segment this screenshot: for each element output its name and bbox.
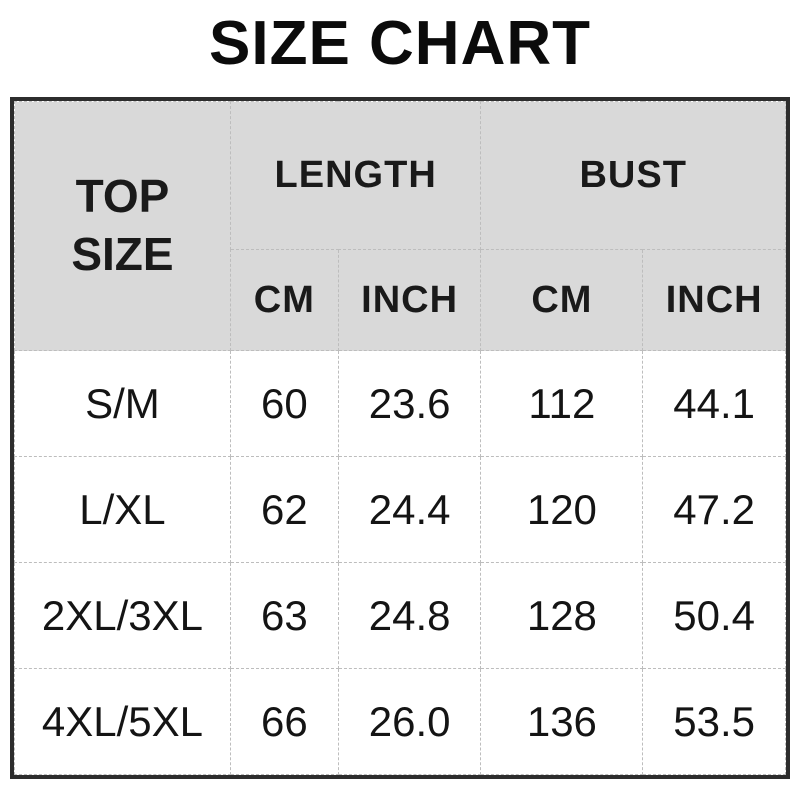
row-size-label: 2XL/3XL — [14, 562, 231, 669]
subheader-bust-inch: INCH — [642, 249, 786, 351]
subheader-length-inch: INCH — [337, 249, 482, 351]
header-sub-row: CM INCH CM INCH — [15, 249, 786, 351]
corner-header-top-size: TOP SIZE — [14, 101, 231, 351]
cell-length-cm: 60 — [229, 350, 339, 457]
row-size-label: S/M — [14, 350, 231, 457]
cell-bust-inch: 53.5 — [642, 668, 786, 775]
corner-header-line2: SIZE — [71, 228, 174, 280]
header-group-row: TOP SIZE LENGTH BUST — [14, 101, 786, 351]
cell-bust-cm: 112 — [480, 350, 644, 457]
table-row: S/M 60 23.6 112 44.1 — [14, 350, 786, 457]
subheader-bust-cm: CM — [480, 249, 644, 351]
page-title: SIZE CHART — [209, 9, 591, 78]
cell-length-cm: 66 — [229, 668, 339, 775]
column-group-length: LENGTH — [229, 101, 482, 250]
cell-bust-cm: 120 — [480, 456, 644, 563]
subheader-length-cm: CM — [229, 249, 339, 351]
size-table: TOP SIZE LENGTH BUST CM INCH CM INCH S/M… — [14, 101, 786, 775]
table-row: L/XL 62 24.4 120 47.2 — [14, 456, 786, 563]
table-row: 4XL/5XL 66 26.0 136 53.5 — [14, 668, 786, 775]
cell-length-cm: 63 — [229, 562, 339, 669]
cell-bust-cm: 128 — [480, 562, 644, 669]
column-group-bust: BUST — [480, 101, 786, 250]
cell-length-inch: 26.0 — [337, 668, 482, 775]
corner-header-line1: TOP — [75, 170, 170, 223]
cell-length-inch: 24.8 — [337, 562, 482, 669]
table-row: 2XL/3XL 63 24.8 128 50.4 — [14, 562, 786, 669]
cell-bust-inch: 44.1 — [642, 350, 786, 457]
row-size-label: L/XL — [14, 456, 231, 563]
cell-bust-inch: 50.4 — [642, 562, 786, 669]
cell-length-inch: 24.4 — [337, 456, 482, 563]
cell-length-cm: 62 — [229, 456, 339, 563]
row-size-label: 4XL/5XL — [14, 668, 231, 775]
size-table-container: TOP SIZE LENGTH BUST CM INCH CM INCH S/M… — [10, 97, 790, 779]
cell-length-inch: 23.6 — [337, 350, 482, 457]
cell-bust-inch: 47.2 — [642, 456, 786, 563]
cell-bust-cm: 136 — [480, 668, 644, 775]
